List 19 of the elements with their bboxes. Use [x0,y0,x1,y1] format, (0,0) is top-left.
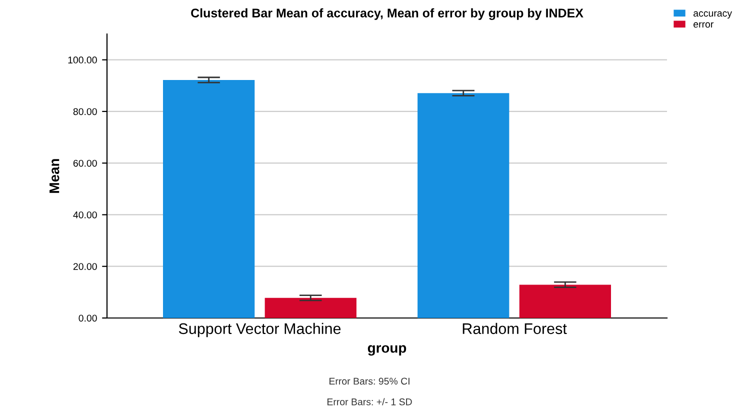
x-tick-label: Support Vector Machine [178,322,341,338]
y-tick-label: 80.00 [73,108,97,116]
x-tick-label: Random Forest [462,322,567,334]
text: Error Bars: 95% CI [330,378,410,385]
y-tick-label: 40.00 [73,211,97,218]
y-tick-label: 100.00 [68,56,97,64]
y-tick-label: 60.00 [73,160,97,167]
y-axis-title: Mean [50,159,60,193]
y-tick-label: 20.00 [73,263,97,270]
legend-label: error [694,22,714,28]
text: Error Bars: +/- 1 SD [327,398,412,406]
bar [519,284,611,318]
chart-title: Clustered Bar Mean of accuracy, Mean of error by group by INDEX [191,8,584,20]
y-tick-label: 0.00 [78,314,97,322]
bar [163,80,255,318]
x-axis-title: group [368,345,406,356]
legend-label: accuracy [694,11,732,19]
bar [418,93,510,318]
bar [264,298,356,318]
